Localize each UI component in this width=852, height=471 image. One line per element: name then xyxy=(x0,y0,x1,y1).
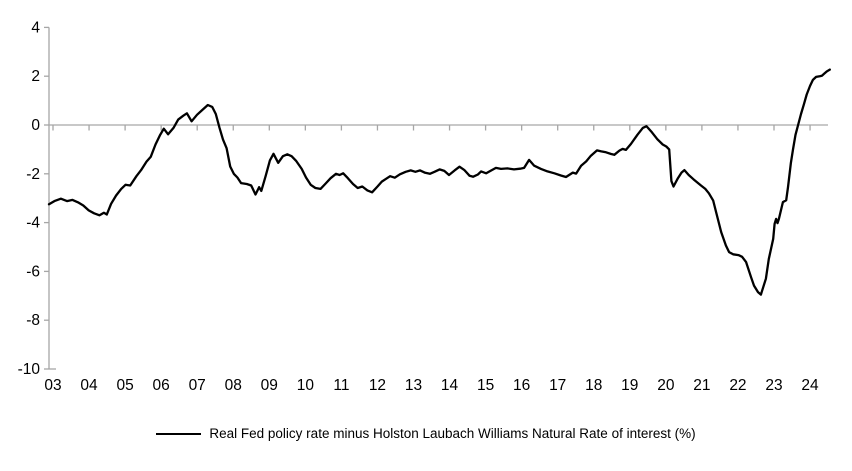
x-axis-label: 08 xyxy=(225,377,242,394)
y-axis-label: 2 xyxy=(31,68,40,85)
x-axis-label: 14 xyxy=(441,377,459,394)
x-axis-label: 05 xyxy=(116,377,133,394)
x-axis-label: 15 xyxy=(477,377,494,394)
legend-series-label: Real Fed policy rate minus Holston Lauba… xyxy=(209,426,696,441)
x-axis-label: 10 xyxy=(297,377,315,394)
y-axis-label: -8 xyxy=(26,312,40,329)
x-axis-label: 03 xyxy=(44,377,61,394)
y-axis-label: 0 xyxy=(31,117,40,134)
x-axis-label: 04 xyxy=(80,377,98,394)
x-axis-label: 22 xyxy=(729,377,746,394)
y-axis-label: 4 xyxy=(31,19,40,36)
legend: Real Fed policy rate minus Holston Lauba… xyxy=(0,426,852,441)
y-axis-label: -10 xyxy=(18,361,41,378)
y-axis-label: -6 xyxy=(26,263,40,280)
x-axis-label: 11 xyxy=(333,377,349,394)
y-axis-label: -4 xyxy=(26,215,40,232)
x-axis-label: 12 xyxy=(369,377,386,394)
x-axis-label: 06 xyxy=(153,377,170,394)
x-axis-label: 13 xyxy=(405,377,422,394)
legend-line-swatch xyxy=(156,432,202,435)
x-axis-label: 09 xyxy=(261,377,278,394)
x-axis-label: 19 xyxy=(621,377,638,394)
x-axis-label: 21 xyxy=(693,377,710,394)
x-axis-label: 07 xyxy=(189,377,206,394)
x-axis-label: 16 xyxy=(513,377,530,394)
x-axis-label: 20 xyxy=(657,377,675,394)
x-axis-label: 24 xyxy=(801,377,819,394)
y-axis-label: -2 xyxy=(26,166,40,183)
series-line xyxy=(47,68,831,296)
x-axis-label: 23 xyxy=(765,377,782,394)
x-axis-label: 17 xyxy=(549,377,566,394)
x-axis-label: 18 xyxy=(585,377,602,394)
